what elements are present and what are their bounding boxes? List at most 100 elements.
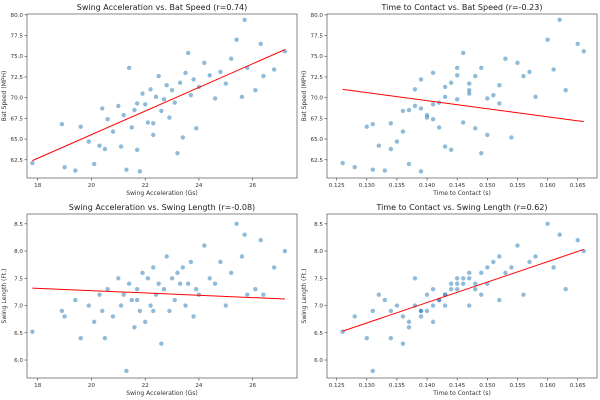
x-tick-label: 22 — [142, 383, 149, 389]
data-point — [448, 281, 454, 286]
data-point — [228, 56, 234, 61]
data-point — [412, 103, 418, 109]
plot-title: Swing Acceleration vs. Bat Speed (r=0.74… — [77, 3, 248, 12]
data-point — [223, 303, 229, 308]
data-point — [258, 237, 263, 243]
data-point — [575, 41, 580, 47]
data-point — [185, 281, 191, 286]
axes-frame — [26, 213, 298, 379]
data-point — [151, 265, 156, 270]
data-point — [467, 88, 472, 93]
data-point — [461, 50, 466, 56]
data-point — [376, 143, 382, 148]
subplot-2: Time to Contact vs. Bat Speed (r=-0.23) T… — [301, 3, 598, 197]
data-point — [454, 65, 460, 71]
x-tick-label: 0.140 — [419, 183, 435, 189]
data-point — [521, 73, 526, 79]
data-point — [545, 37, 550, 42]
x-tick-label: 0.145 — [449, 383, 465, 389]
data-point — [509, 265, 514, 270]
data-point — [533, 94, 538, 100]
data-point — [172, 100, 177, 105]
data-point — [132, 107, 137, 113]
data-point — [509, 135, 514, 140]
data-point — [116, 276, 121, 281]
data-point — [156, 281, 161, 286]
data-point — [467, 270, 472, 276]
data-point — [461, 276, 466, 281]
x-tick-label: 0.155 — [509, 183, 525, 189]
data-point — [515, 60, 520, 66]
data-point — [191, 77, 196, 82]
data-point — [400, 314, 406, 319]
data-point — [121, 112, 126, 118]
data-point — [473, 281, 478, 286]
data-point — [100, 106, 105, 111]
x-tick-label: 20 — [88, 183, 96, 189]
data-point — [467, 91, 472, 96]
data-point — [118, 144, 124, 149]
data-point — [172, 297, 177, 303]
data-point — [207, 276, 212, 281]
data-point — [473, 286, 478, 292]
data-point — [491, 259, 496, 265]
data-point — [118, 303, 124, 308]
y-tick-label: 7.0 — [14, 304, 23, 310]
data-point — [62, 165, 67, 170]
data-point — [370, 368, 376, 374]
data-point — [485, 265, 490, 270]
data-point — [110, 129, 116, 134]
y-tick-label: 80.0 — [311, 13, 324, 19]
data-point — [467, 303, 472, 308]
data-point — [126, 65, 132, 71]
data-point — [164, 83, 169, 88]
x-tick-label: 24 — [195, 383, 203, 389]
y-axis-label: Bat Speed (MPH) — [1, 71, 8, 122]
x-tick-label: 0.160 — [540, 183, 556, 189]
x-tick-label: 20 — [88, 383, 96, 389]
data-point — [461, 120, 466, 125]
data-point — [533, 254, 538, 259]
x-axis-label: Time to Contact (s) — [432, 390, 491, 397]
data-point — [418, 106, 424, 111]
data-point — [102, 336, 108, 341]
data-point — [137, 169, 143, 174]
data-point — [143, 102, 148, 107]
y-tick-label: 6.0 — [14, 358, 23, 364]
x-tick-label: 0.135 — [389, 183, 405, 189]
plot-title: Time to Contact vs. Bat Speed (r=-0.23) — [381, 3, 543, 12]
data-point — [161, 286, 167, 292]
subplot-4: Time to Contact vs. Swing Length (r=0.62… — [301, 203, 598, 397]
data-point — [527, 69, 532, 75]
data-point — [521, 292, 526, 297]
data-point — [124, 167, 129, 172]
x-axis-label: Swing Acceleration (Gs) — [126, 190, 198, 197]
data-point — [183, 70, 188, 76]
data-point — [364, 124, 369, 129]
x-tick-label: 0.125 — [329, 383, 345, 389]
data-point — [551, 67, 556, 72]
data-point — [370, 167, 376, 172]
y-tick-label: 8.0 — [14, 249, 23, 255]
data-point — [406, 325, 412, 330]
x-tick-label: 0.125 — [329, 183, 345, 189]
data-point — [406, 319, 412, 325]
data-point — [352, 314, 357, 319]
data-point — [454, 276, 460, 281]
x-tick-label: 0.160 — [540, 383, 556, 389]
data-point — [430, 70, 436, 76]
y-tick-label: 8.5 — [14, 222, 23, 228]
data-point — [497, 83, 502, 88]
x-tick-label: 0.150 — [479, 383, 495, 389]
y-tick-label: 75.0 — [11, 54, 24, 60]
data-point — [282, 248, 288, 254]
data-point — [418, 169, 424, 174]
data-point — [140, 91, 145, 96]
data-point — [196, 292, 202, 297]
data-point — [418, 314, 424, 319]
data-point — [148, 303, 153, 308]
y-tick-label: 70.0 — [11, 96, 24, 102]
data-point — [258, 41, 263, 47]
regression-line — [342, 88, 584, 123]
data-point — [557, 17, 562, 22]
